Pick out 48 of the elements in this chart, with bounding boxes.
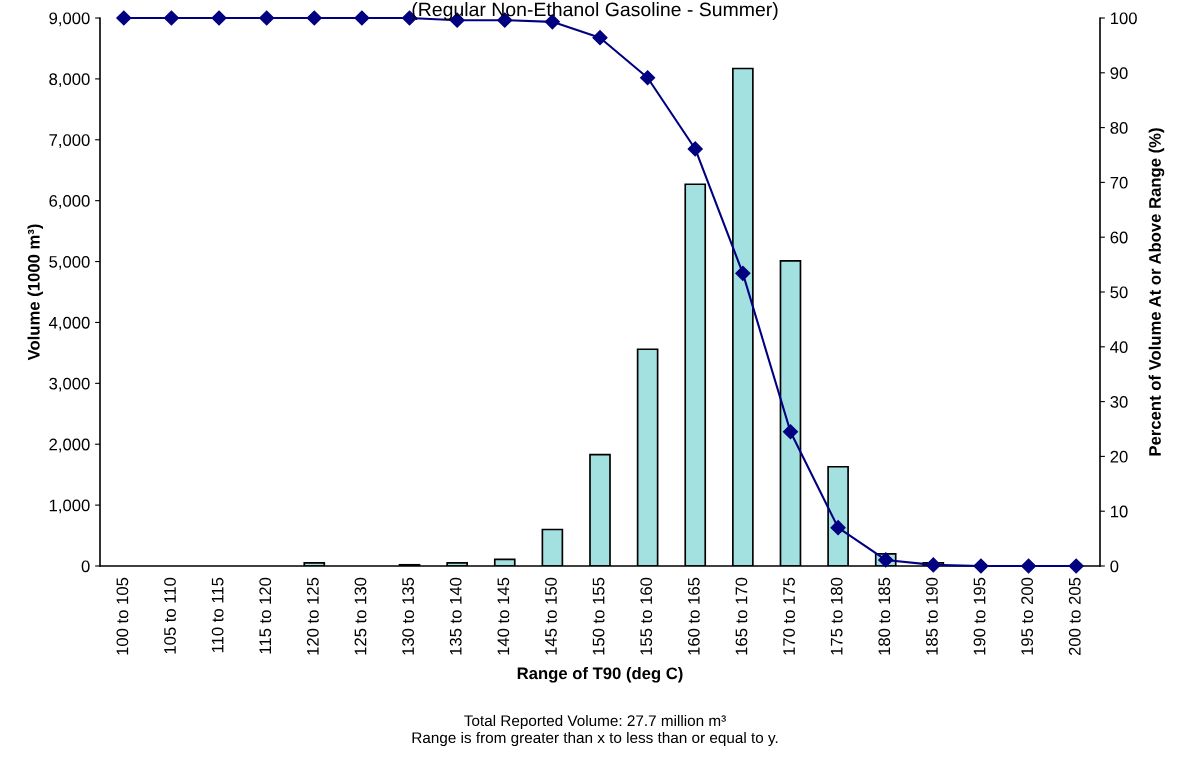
y-tick-label: 2,000 [49,438,90,453]
y-tick-label: 0 [81,560,90,573]
y2-tick-label: 30 [1110,396,1128,408]
y2-tick-label: 90 [1110,67,1128,79]
x-tick-label: 165 to 170 [735,577,748,655]
x-tick-label: 125 to 130 [354,577,367,655]
y-tick-label: 8,000 [49,73,90,88]
x-tick-label: 120 to 125 [306,577,319,655]
x-tick-label: 105 to 110 [164,577,176,654]
x-tick-label: 170 to 175 [783,577,795,655]
y-tick-label: 3,000 [49,377,90,392]
chart-title: (Regular Non-Ethanol Gasoline - Summer) [412,2,778,21]
x-tick-label: 200 to 205 [1068,577,1081,656]
y2-tick-label: 10 [1110,505,1128,518]
x-tick-label: 185 to 190 [926,577,938,655]
x-tick-label: 115 to 120 [259,577,272,654]
y-tick-label: 6,000 [49,195,90,209]
x-tick-label: 175 to 180 [830,577,843,655]
x-tick-label: 190 to 195 [973,577,986,655]
text: Total Reported Volume: 27.7 million m³ [464,714,726,730]
x-tick-label: 110 to 115 [211,577,224,653]
x-tick-label: 195 to 200 [1021,577,1034,655]
x-tick-label: 160 to 165 [687,577,700,655]
y2-axis-title: Percent of Volume At or Above Range (%) [1148,128,1165,456]
y-tick-label: 7,000 [49,134,90,148]
y2-tick-label: 50 [1110,286,1128,299]
y2-tick-label: 0 [1110,560,1119,573]
y2-tick-label: 40 [1110,341,1128,353]
y2-tick-label: 70 [1110,176,1128,189]
y-tick-label: 9,000 [49,12,90,27]
x-tick-label: 130 to 135 [402,577,414,655]
x-tick-label: 135 to 140 [449,577,462,655]
y2-tick-label: 80 [1110,122,1128,134]
x-tick-label: 180 to 185 [878,577,891,655]
y-tick-label: 5,000 [49,255,90,270]
y-tick-label: 4,000 [48,316,90,331]
x-tick-label: 155 to 160 [640,577,653,655]
text: Range is from greater than x to less than or equal to y. [412,731,778,747]
y2-tick-label: 20 [1110,450,1128,463]
x-tick-label: 100 to 105 [116,577,129,655]
x-tick-label: 140 to 145 [497,577,510,655]
y2-tick-label: 60 [1110,231,1128,244]
y2-tick-label: 100 [1110,12,1137,25]
y-axis-title: Volume (1000 m³) [27,224,44,361]
y-tick-label: 1,000 [49,499,90,514]
x-tick-label: 150 to 155 [592,577,605,655]
x-tick-label: 145 to 150 [545,577,557,655]
x-axis-title: Range of T90 (deg C) [517,666,683,683]
